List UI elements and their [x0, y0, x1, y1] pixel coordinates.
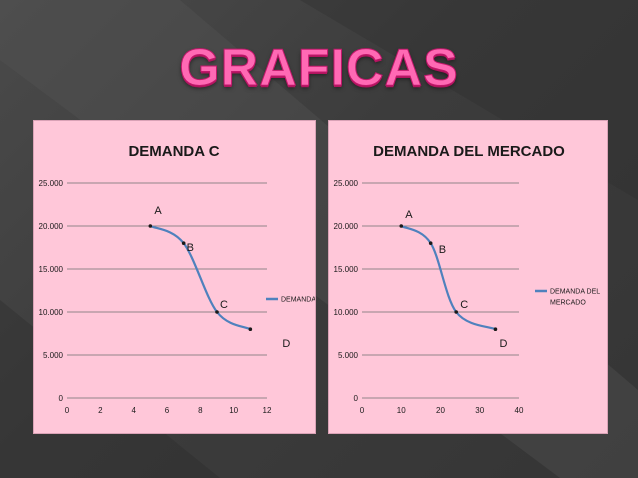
chart-panel-demanda-mercado: DEMANDA DEL MERCADO 0 5.000 10.000 15.000 20.…: [328, 120, 608, 434]
y-tick-label: 5.000: [338, 351, 359, 360]
chart-svg: DEMANDA DEL MERCADO 0 5.000 10.000 15.000 20.…: [334, 143, 601, 415]
x-tick-label: 2: [98, 406, 103, 415]
series-line: [400, 224, 496, 331]
chart-title: DEMANDA C: [128, 143, 219, 160]
y-tick-label: 25.000: [39, 179, 64, 188]
point-label: D: [282, 338, 290, 350]
point-label: D: [499, 338, 507, 350]
legend: DEMANDA C: [266, 297, 315, 304]
data-point: [215, 310, 219, 314]
chart-panel-demanda-c: DEMANDA C 0 5.000 10.000 15.000 20.000 25.000 0…: [33, 120, 316, 434]
y-tick-label: 25.000: [334, 179, 359, 188]
y-tick-label: 0: [59, 394, 64, 403]
point-label: A: [154, 205, 162, 217]
point-label: B: [439, 244, 446, 256]
y-tick-label: 5.000: [43, 351, 64, 360]
slide-title: GRAFICAS: [179, 39, 459, 98]
point-label: B: [187, 242, 194, 254]
x-tick-label: 20: [436, 406, 445, 415]
point-label: A: [405, 209, 413, 221]
x-tick-label: 10: [397, 406, 406, 415]
data-point: [493, 327, 498, 331]
data-point: [148, 224, 153, 228]
x-tick-label: 6: [165, 406, 170, 415]
y-tick-label: 20.000: [334, 222, 359, 231]
legend-label: MERCADO: [550, 300, 586, 307]
chart-title: DEMANDA DEL MERCADO: [373, 143, 565, 160]
y-tick-label: 15.000: [39, 265, 64, 274]
legend-label: DEMANDA C: [281, 297, 315, 304]
data-point: [428, 241, 433, 245]
y-tick-label: 10.000: [334, 308, 359, 317]
data-point: [248, 327, 253, 331]
y-tick-label: 0: [354, 394, 359, 403]
legend-label: DEMANDA DEL: [550, 289, 600, 296]
x-tick-label: 40: [515, 406, 524, 415]
series-line: [149, 224, 251, 331]
data-point: [399, 224, 404, 228]
x-tick-label: 10: [229, 406, 238, 415]
point-label: C: [460, 299, 468, 311]
legend: DEMANDA DEL MERCADO: [535, 289, 600, 307]
y-tick-label: 10.000: [39, 308, 64, 317]
x-tick-label: 0: [65, 406, 70, 415]
point-label: C: [220, 299, 228, 311]
chart-svg: DEMANDA C 0 5.000 10.000 15.000 20.000 25.000 0…: [39, 143, 315, 415]
data-point: [454, 310, 458, 314]
x-tick-label: 8: [198, 406, 203, 415]
x-tick-label: 0: [360, 406, 365, 415]
data-point: [181, 241, 186, 245]
x-tick-label: 30: [475, 406, 484, 415]
x-tick-label: 4: [131, 406, 136, 415]
x-tick-label: 12: [263, 406, 272, 415]
y-tick-label: 20.000: [39, 222, 64, 231]
y-tick-label: 15.000: [334, 265, 359, 274]
